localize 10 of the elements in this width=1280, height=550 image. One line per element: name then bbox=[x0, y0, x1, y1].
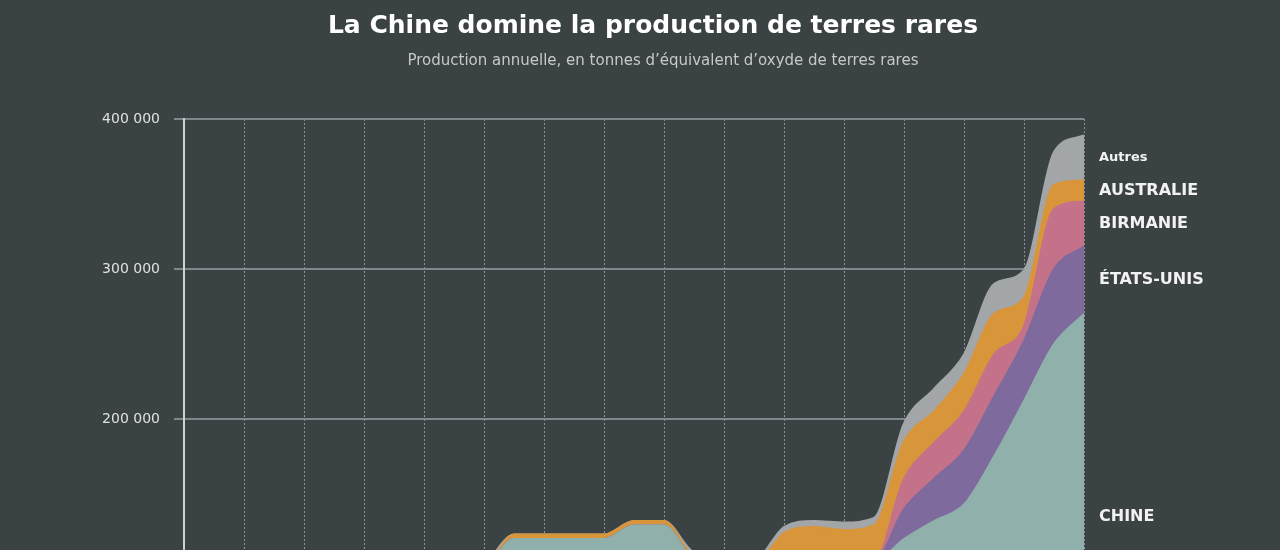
chart-subtitle: Production annuelle, en tonnes d’équivalent d’oxyde de terres rares bbox=[406, 51, 920, 69]
y-tick-label: 200 000 bbox=[102, 409, 160, 426]
series-label: Autres bbox=[1099, 149, 1148, 165]
chart-title: La Chine domine la production de terres rares bbox=[326, 10, 980, 39]
series-label: BIRMANIE bbox=[1099, 213, 1189, 233]
y-tick-label: 400 000 bbox=[102, 109, 160, 126]
series-label: ÉTATS-UNIS bbox=[1099, 269, 1204, 289]
y-tick-label: 300 000 bbox=[102, 259, 160, 276]
series-label: CHINE bbox=[1099, 505, 1155, 525]
series-label: AUSTRALIE bbox=[1099, 180, 1199, 200]
